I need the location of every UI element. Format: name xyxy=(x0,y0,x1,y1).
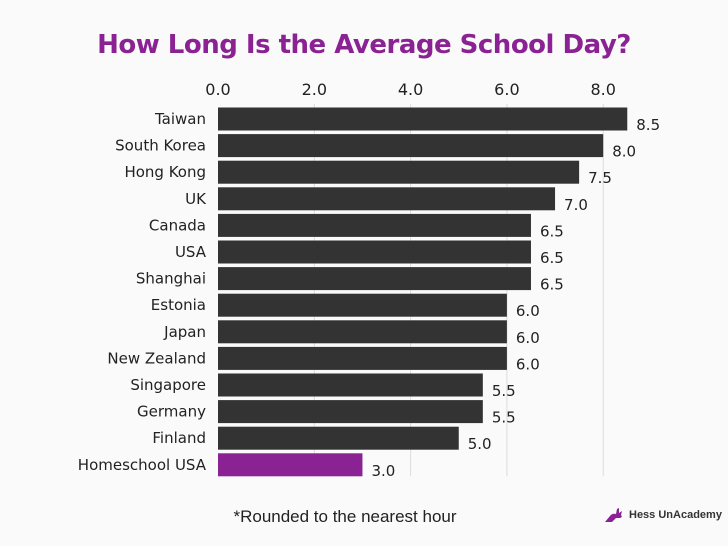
chart-title: How Long Is the Average School Day? xyxy=(97,30,631,60)
x-tick-label: 6.0 xyxy=(494,80,519,99)
value-label: 6.0 xyxy=(516,302,540,320)
value-label: 7.5 xyxy=(588,169,612,187)
value-label: 6.0 xyxy=(516,355,540,373)
x-tick-label: 0.0 xyxy=(205,80,230,99)
category-label: Finland xyxy=(152,429,206,447)
bar xyxy=(218,160,580,184)
category-label: UK xyxy=(185,190,207,208)
bar xyxy=(218,267,531,291)
value-label: 8.5 xyxy=(636,116,660,134)
x-tick-label: 2.0 xyxy=(302,80,327,99)
category-label: Hong Kong xyxy=(124,163,206,181)
value-label: 3.0 xyxy=(371,462,395,480)
value-label: 5.0 xyxy=(468,435,492,453)
category-label: Shanghai xyxy=(136,270,206,288)
category-label: USA xyxy=(175,243,207,261)
value-label: 6.5 xyxy=(540,276,564,294)
logo: Hess UnAcademy xyxy=(604,507,722,523)
bar xyxy=(218,240,531,264)
footnote: *Rounded to the nearest hour xyxy=(233,507,457,526)
x-tick-label: 8.0 xyxy=(590,80,615,99)
logo-text: Hess UnAcademy xyxy=(629,509,722,521)
rabbit-icon xyxy=(605,508,622,522)
bar xyxy=(218,426,459,450)
value-label: 6.5 xyxy=(540,249,564,267)
bar xyxy=(218,107,628,131)
category-label: Singapore xyxy=(130,376,206,394)
category-label: Japan xyxy=(163,323,206,341)
bar xyxy=(218,453,363,477)
bar xyxy=(218,293,507,317)
value-label: 5.5 xyxy=(492,409,516,427)
bar xyxy=(218,213,531,237)
bar xyxy=(218,134,604,158)
category-label: Taiwan xyxy=(154,110,206,128)
value-label: 8.0 xyxy=(612,143,636,161)
bar xyxy=(218,187,556,211)
bar xyxy=(218,373,483,397)
value-label: 5.5 xyxy=(492,382,516,400)
category-label: Germany xyxy=(137,403,206,421)
value-label: 6.0 xyxy=(516,329,540,347)
category-label: Estonia xyxy=(151,296,206,314)
category-label: New Zealand xyxy=(107,349,206,367)
bar xyxy=(218,320,507,344)
value-label: 7.0 xyxy=(564,196,588,214)
bar xyxy=(218,346,507,370)
category-label: Homeschool USA xyxy=(78,456,207,474)
x-tick-label: 4.0 xyxy=(398,80,423,99)
bar xyxy=(218,400,483,424)
value-label: 6.5 xyxy=(540,222,564,240)
category-label: Canada xyxy=(149,216,206,234)
category-label: South Korea xyxy=(115,137,206,155)
